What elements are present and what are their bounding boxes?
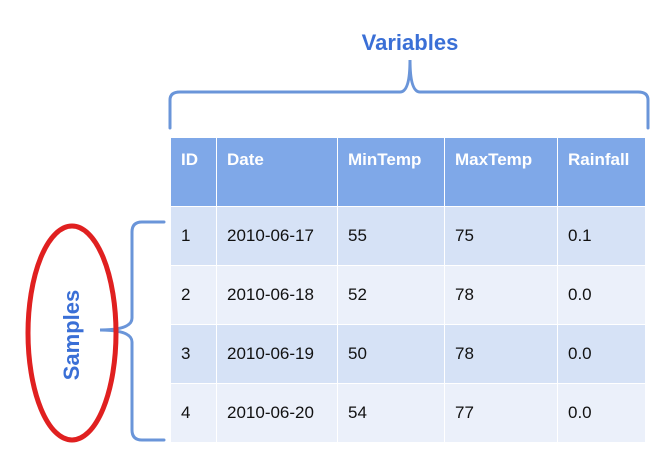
table-row: 2 2010-06-18 52 78 0.0	[170, 264, 646, 324]
samples-bracket	[99, 220, 166, 442]
table-row: 1 2010-06-17 55 75 0.1	[170, 205, 646, 265]
header-date: Date	[216, 138, 338, 206]
samples-highlight-ellipse	[25, 223, 119, 443]
header-maxtemp: MaxTemp	[444, 138, 558, 206]
cell-date: 2010-06-20	[216, 382, 338, 442]
cell-date: 2010-06-18	[216, 264, 338, 324]
table-row: 3 2010-06-19 50 78 0.0	[170, 323, 646, 383]
cell-id: 3	[170, 323, 217, 383]
cell-maxtemp: 78	[444, 264, 558, 324]
cell-rainfall: 0.1	[557, 205, 646, 265]
cell-mintemp: 52	[337, 264, 445, 324]
cell-rainfall: 0.0	[557, 264, 646, 324]
cell-mintemp: 54	[337, 382, 445, 442]
table-header-row: ID Date MinTemp MaxTemp Rainfall	[170, 138, 646, 206]
data-table: ID Date MinTemp MaxTemp Rainfall 1 2010-…	[170, 138, 646, 442]
cell-rainfall: 0.0	[557, 323, 646, 383]
cell-maxtemp: 77	[444, 382, 558, 442]
variables-bracket	[168, 59, 650, 130]
header-id: ID	[170, 138, 217, 206]
header-mintemp: MinTemp	[337, 138, 445, 206]
header-rainfall: Rainfall	[557, 138, 646, 206]
cell-id: 2	[170, 264, 217, 324]
cell-mintemp: 55	[337, 205, 445, 265]
cell-maxtemp: 75	[444, 205, 558, 265]
samples-label: Samples	[59, 289, 84, 381]
table-row: 4 2010-06-20 54 77 0.0	[170, 382, 646, 442]
cell-id: 1	[170, 205, 217, 265]
cell-date: 2010-06-19	[216, 323, 338, 383]
cell-rainfall: 0.0	[557, 382, 646, 442]
cell-id: 4	[170, 382, 217, 442]
cell-date: 2010-06-17	[216, 205, 338, 265]
variables-label: Variables	[361, 30, 459, 55]
cell-mintemp: 50	[337, 323, 445, 383]
cell-maxtemp: 78	[444, 323, 558, 383]
